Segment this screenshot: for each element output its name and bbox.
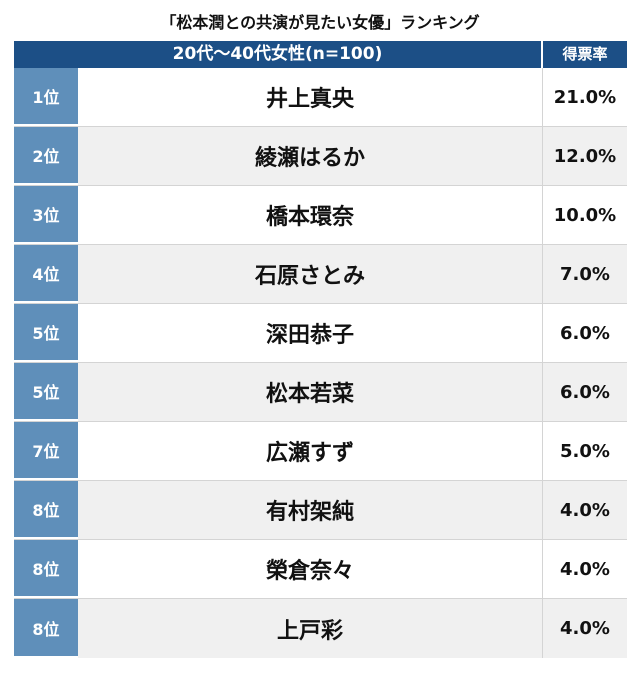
table-body: 1位 井上真央 21.0% 2位 綾瀬はるか 12.0% 3位 橋本環奈 10.0% 4位 石原さと… [14,68,627,658]
actress-name-cell: 井上真央 [78,68,543,126]
vote-rate-cell: 4.0% [543,599,627,658]
table-row: 8位 榮倉奈々 4.0% [14,540,627,599]
rank-cell: 8位 [14,481,78,539]
rank-cell: 5位 [14,363,78,421]
rank-cell: 4位 [14,245,78,303]
table-header: 20代〜40代女性(n=100) 得票率 [14,41,627,68]
actress-name-cell: 石原さとみ [78,245,543,303]
page-title: 「松本潤との共演が見たい女優」ランキング [160,13,480,32]
ranking-table: 20代〜40代女性(n=100) 得票率 1位 井上真央 21.0% 2位 綾瀬はるか 1… [14,41,627,658]
vote-rate-cell: 21.0% [543,68,627,126]
actress-name-cell: 有村架純 [78,481,543,539]
table-row: 3位 橋本環奈 10.0% [14,186,627,245]
table-row: 8位 有村架純 4.0% [14,481,627,540]
table-row: 7位 広瀬すず 5.0% [14,422,627,481]
actress-name-cell: 上戸彩 [78,599,543,658]
rank-cell: 7位 [14,422,78,480]
table-row: 2位 綾瀬はるか 12.0% [14,127,627,186]
vote-rate-cell: 6.0% [543,363,627,421]
vote-rate-cell: 6.0% [543,304,627,362]
actress-name-cell: 松本若菜 [78,363,543,421]
group-header: 20代〜40代女性(n=100) [14,41,543,68]
rank-cell: 3位 [14,186,78,244]
actress-name-cell: 広瀬すず [78,422,543,480]
rank-cell: 8位 [14,599,78,658]
vote-rate-cell: 7.0% [543,245,627,303]
table-row: 5位 深田恭子 6.0% [14,304,627,363]
rank-cell: 5位 [14,304,78,362]
table-row: 8位 上戸彩 4.0% [14,599,627,658]
vote-rate-cell: 5.0% [543,422,627,480]
rank-cell: 2位 [14,127,78,185]
actress-name-cell: 綾瀬はるか [78,127,543,185]
vote-rate-cell: 4.0% [543,481,627,539]
table-row: 5位 松本若菜 6.0% [14,363,627,422]
rank-cell: 8位 [14,540,78,598]
vote-rate-cell: 4.0% [543,540,627,598]
rank-cell: 1位 [14,68,78,126]
vote-rate-cell: 10.0% [543,186,627,244]
actress-name-cell: 深田恭子 [78,304,543,362]
actress-name-cell: 榮倉奈々 [78,540,543,598]
table-row: 4位 石原さとみ 7.0% [14,245,627,304]
vote-rate-cell: 12.0% [543,127,627,185]
rate-header: 得票率 [543,41,627,68]
table-row: 1位 井上真央 21.0% [14,68,627,127]
actress-name-cell: 橋本環奈 [78,186,543,244]
